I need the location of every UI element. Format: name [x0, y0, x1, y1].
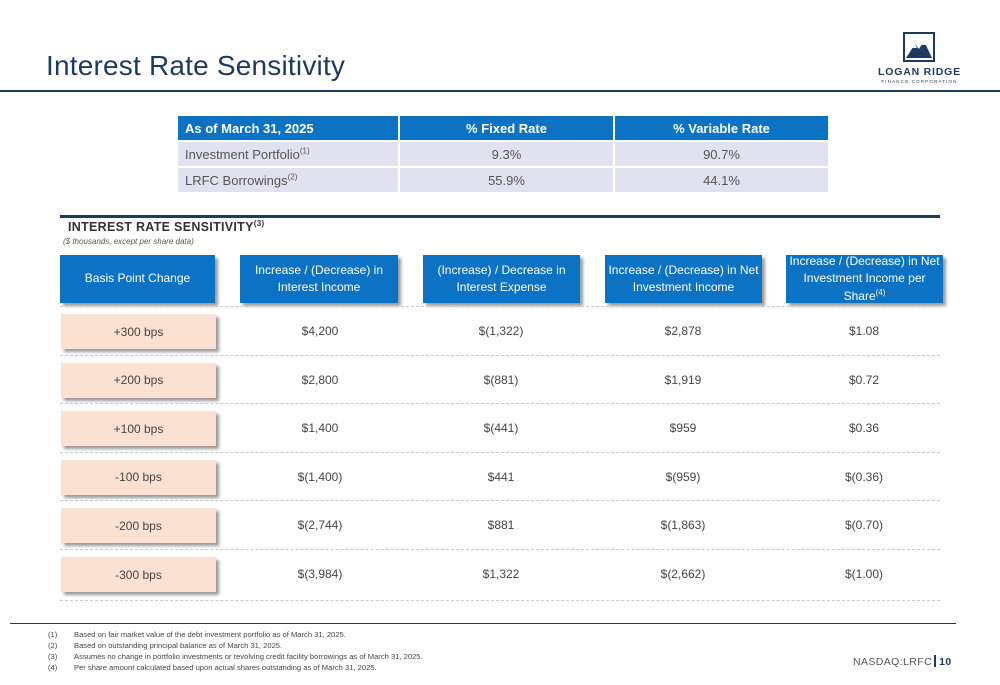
net-investment-income-value: $(2,662) — [660, 567, 706, 581]
footer-divider — [10, 623, 956, 624]
interest-income-value: $2,800 — [301, 372, 339, 387]
basis-point-label: -300 bps — [61, 557, 216, 592]
logo-name: LOGAN RIDGE — [878, 66, 961, 78]
net-investment-income-value: $1,919 — [664, 372, 702, 387]
section-subtitle: ($ thousands, except per share data) — [63, 237, 194, 246]
mountain-logo-icon — [903, 32, 935, 62]
rate-header-fixed: % Fixed Rate — [400, 116, 613, 140]
basis-point-label: -200 bps — [61, 508, 216, 544]
rate-mix-table: As of March 31, 2025 % Fixed Rate % Vari… — [176, 116, 830, 192]
header-interest-expense: (Increase) / Decrease in Interest Expens… — [423, 255, 580, 303]
section-title: INTEREST RATE SENSITIVITY(3) — [68, 218, 265, 234]
row-label: LRFC Borrowings(2) — [178, 166, 398, 192]
footnote: (4) Per share amount calculated based upo… — [48, 663, 377, 672]
net-investment-income-value: $2,878 — [664, 324, 702, 338]
interest-expense-value: $881 — [487, 518, 515, 533]
rate-table-header: As of March 31, 2025 % Fixed Rate % Vari… — [178, 116, 828, 140]
page-title: Interest Rate Sensitivity — [46, 50, 346, 81]
row-divider — [60, 403, 940, 405]
row-divider — [60, 500, 940, 502]
net-investment-income-value: $959 — [669, 421, 697, 436]
rate-header-as-of: As of March 31, 2025 — [178, 116, 398, 140]
basis-point-label: +100 bps — [61, 411, 216, 447]
interest-income-value: $4,200 — [301, 324, 339, 338]
header-nii-per-share: Increase / (Decrease) in Net Investment … — [786, 254, 943, 303]
table-row: Investment Portfolio(1) 9.3% 90.7% — [178, 140, 828, 166]
interest-income-value: $(2,744) — [297, 518, 343, 533]
nii-per-share-value: $1.08 — [848, 324, 880, 338]
page-footer: NASDAQ:LRFC 10 — [853, 655, 952, 668]
basis-point-label: +300 bps — [61, 314, 216, 349]
interest-expense-value: $441 — [487, 469, 515, 484]
variable-rate-value: 44.1% — [615, 166, 828, 192]
footnote: (3) Assumes no change in portfolio invest… — [48, 652, 423, 661]
row-divider — [60, 600, 940, 601]
interest-expense-value: $(441) — [483, 421, 519, 436]
footer-separator — [934, 655, 937, 667]
net-investment-income-value: $(959) — [665, 469, 701, 484]
section-divider — [60, 215, 940, 218]
fixed-rate-value: 55.9% — [400, 166, 613, 192]
row-divider — [60, 451, 940, 453]
table-row: LRFC Borrowings(2) 55.9% 44.1% — [178, 166, 828, 192]
fixed-rate-value: 9.3% — [400, 140, 613, 166]
footnote: (2) Based on outstanding principal balanc… — [48, 641, 283, 650]
ticker: NASDAQ:LRFC — [853, 656, 933, 668]
nii-per-share-value: $0.36 — [848, 421, 880, 436]
footnotes: (1) Based on fair market value of the deb… — [48, 629, 423, 673]
basis-point-label: -100 bps — [61, 459, 216, 495]
nii-per-share-value: $(0.70) — [844, 518, 884, 533]
interest-expense-value: $(1,322) — [478, 324, 524, 338]
footnote: (1) Based on fair market value of the deb… — [48, 630, 346, 639]
row-divider — [60, 354, 940, 356]
row-divider — [60, 306, 940, 307]
net-investment-income-value: $(1,863) — [660, 518, 706, 533]
row-divider — [60, 549, 940, 550]
interest-expense-value: $1,322 — [482, 567, 520, 581]
row-label: Investment Portfolio(1) — [178, 140, 398, 166]
header-interest-income: Increase / (Decrease) in Interest Income — [240, 255, 398, 303]
nii-per-share-value: $(0.36) — [844, 469, 884, 484]
nii-per-share-value: $0.72 — [848, 372, 880, 387]
basis-point-label: +200 bps — [61, 362, 216, 398]
rate-header-variable: % Variable Rate — [615, 116, 828, 140]
interest-income-value: $(1,400) — [297, 469, 343, 484]
interest-income-value: $(3,984) — [297, 567, 343, 581]
nii-per-share-value: $(1.00) — [844, 567, 884, 581]
title-divider — [0, 90, 1000, 92]
page-number: 10 — [939, 656, 952, 668]
interest-expense-value: $(881) — [483, 372, 519, 387]
company-logo: LOGAN RIDGE FINANCE CORPORATION — [872, 30, 967, 86]
variable-rate-value: 90.7% — [615, 140, 828, 166]
header-net-investment-income: Increase / (Decrease) in Net Investment … — [605, 255, 762, 303]
header-basis-point-change: Basis Point Change — [60, 255, 215, 303]
logo-subtitle: FINANCE CORPORATION — [881, 79, 958, 84]
interest-income-value: $1,400 — [301, 421, 339, 436]
